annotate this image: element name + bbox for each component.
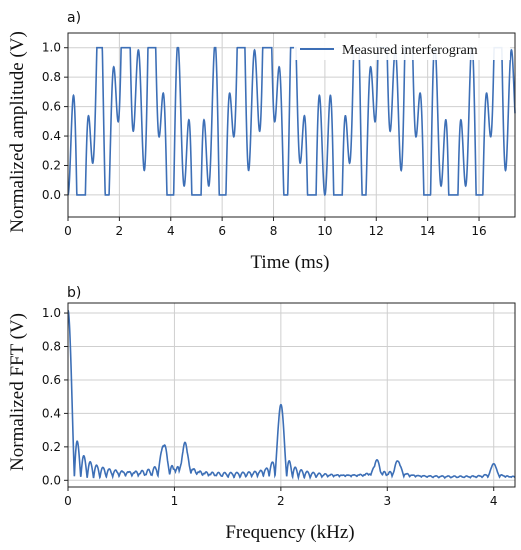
x-tick-label: 0 <box>64 224 72 238</box>
y-tick-label: 0.4 <box>42 406 61 420</box>
line-series-a <box>67 46 516 197</box>
y-axis-title-a: Normalized amplitude (V) <box>7 31 28 233</box>
x-tick-label: 6 <box>218 224 226 238</box>
y-axis-title-b: Normalized FFT (V) <box>7 313 28 471</box>
legend-a: Measured interferogram <box>294 38 510 60</box>
x-tick-label: 2 <box>116 224 124 238</box>
x-tick-label: 1 <box>171 494 179 508</box>
y-tick-label: 0.2 <box>42 158 61 172</box>
panel-label-b: b) <box>67 285 81 301</box>
y-tick-label: 1.0 <box>42 306 61 320</box>
fft-spectrum-line <box>67 309 516 481</box>
x-axis-title-b: Frequency (kHz) <box>225 522 354 543</box>
panel-b: b) 0 1 2 3 4 0.0 0.2 0.4 0.6 0.8 1.0 Frequency (kH… <box>7 285 516 543</box>
x-axis-title-a: Time (ms) <box>250 252 329 273</box>
x-tick-label: 14 <box>420 224 435 238</box>
x-tick-label: 8 <box>270 224 278 238</box>
legend-box <box>294 38 510 60</box>
plot-frame-b <box>67 302 516 488</box>
panel-label-a: a) <box>67 10 81 26</box>
x-tick-label: 12 <box>369 224 384 238</box>
x-tick-label: 4 <box>167 224 175 238</box>
x-tick-label: 2 <box>277 494 285 508</box>
y-tick-label: 1.0 <box>42 41 61 55</box>
y-tick-label: 0.6 <box>42 373 61 387</box>
y-tick-label: 0.8 <box>42 339 61 353</box>
x-tick-label: 16 <box>471 224 486 238</box>
interferogram-line <box>67 46 516 197</box>
x-tick-label: 10 <box>317 224 332 238</box>
y-tick-label: 0.0 <box>42 473 61 487</box>
ticks-a: 0 2 4 6 8 10 12 14 16 0.0 0.2 0.4 0.6 0.8 1.0 <box>42 41 487 238</box>
ticks-b: 0 1 2 3 4 0.0 0.2 0.4 0.6 0.8 1.0 <box>42 306 498 508</box>
legend-label: Measured interferogram <box>342 43 478 58</box>
x-tick-label: 3 <box>383 494 391 508</box>
grid-b <box>67 303 515 487</box>
line-series-b <box>67 309 516 481</box>
y-tick-label: 0.2 <box>42 440 61 454</box>
plot-frame-a <box>67 32 516 218</box>
y-tick-label: 0.4 <box>42 129 61 143</box>
y-tick-label: 0.6 <box>42 100 61 114</box>
x-tick-label: 0 <box>64 494 72 508</box>
y-tick-label: 0.8 <box>42 70 61 84</box>
x-tick-label: 4 <box>490 494 498 508</box>
y-tick-label: 0.0 <box>42 188 61 202</box>
panel-a: a) 0 2 4 6 8 10 12 14 16 0.0 0.2 0.4 0.6 0.8 1.0 Measu… <box>7 10 516 273</box>
